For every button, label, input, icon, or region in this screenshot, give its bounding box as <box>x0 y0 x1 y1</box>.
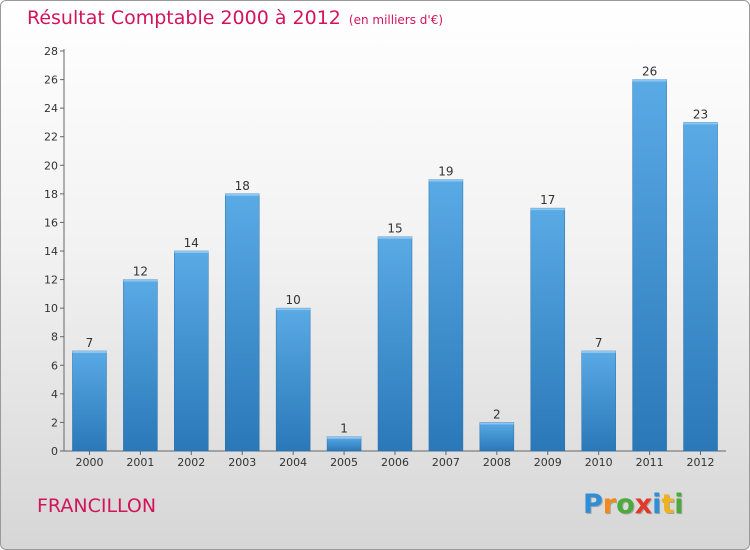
y-tick-label: 18 <box>44 188 58 201</box>
x-tick-label: 2003 <box>228 456 256 469</box>
bar-group: 7 <box>72 336 107 452</box>
logo-letter: i <box>674 489 684 520</box>
y-tick-label: 0 <box>51 445 58 458</box>
bar-highlight <box>428 179 463 182</box>
bar <box>530 207 566 452</box>
bar <box>479 422 515 452</box>
bar <box>683 122 718 452</box>
bar-highlight <box>378 236 412 239</box>
x-tick-label: 2012 <box>687 456 715 469</box>
logo-letter: P <box>583 489 603 520</box>
x-tick-label: 2004 <box>279 456 307 469</box>
logo-letter: r <box>602 489 617 520</box>
y-tick-label: 28 <box>44 45 58 58</box>
bar <box>224 193 260 452</box>
bar-value-label: 7 <box>595 336 603 350</box>
bar-highlight <box>276 308 311 311</box>
bar-group: 18 <box>224 179 260 452</box>
chart-title: Résultat Comptable 2000 à 2012 <box>27 7 341 29</box>
chart-bars: 7 12 14 18 10 1 15 19 2 17 7 26 23 <box>72 65 718 452</box>
bar-highlight <box>581 351 616 353</box>
y-tick-label: 12 <box>44 274 58 287</box>
bar-group: 17 <box>530 193 566 452</box>
bar <box>428 179 464 452</box>
place-name: FRANCILLON <box>37 495 157 517</box>
logo-letter: x <box>634 489 653 520</box>
y-tick-label: 24 <box>44 102 58 115</box>
x-tick-label: 2008 <box>483 456 511 469</box>
y-tick-label: 2 <box>51 416 58 429</box>
bar-value-label: 19 <box>438 165 453 179</box>
bar-highlight <box>632 79 667 82</box>
bar <box>326 436 362 452</box>
bar-highlight <box>479 422 514 425</box>
logo-letter: o <box>616 489 635 520</box>
y-tick-label: 22 <box>44 131 58 144</box>
bar-value-label: 1 <box>340 422 348 436</box>
bar-value-label: 15 <box>387 222 402 236</box>
bar <box>123 279 158 452</box>
bar <box>581 350 616 452</box>
bar-group: 19 <box>428 165 464 452</box>
bar-group: 1 <box>326 422 362 452</box>
y-tick-label: 4 <box>51 388 58 401</box>
y-tick-label: 16 <box>44 216 58 229</box>
y-tick-label: 14 <box>44 245 58 258</box>
bar-group: 23 <box>683 107 718 452</box>
bar-highlight <box>174 251 209 253</box>
bar-group: 26 <box>632 65 667 452</box>
y-tick-label: 10 <box>44 302 58 315</box>
bar-group: 15 <box>377 222 413 452</box>
x-tick-label: 2011 <box>636 456 664 469</box>
x-tick-label: 2005 <box>330 456 358 469</box>
bar-value-label: 23 <box>693 107 708 121</box>
bar-value-label: 10 <box>286 293 301 307</box>
bar-value-label: 12 <box>133 265 148 279</box>
x-tick-label: 2009 <box>534 456 562 469</box>
x-tick-label: 2002 <box>177 456 205 469</box>
bar-highlight <box>327 436 362 439</box>
bar <box>72 350 107 452</box>
bar-value-label: 7 <box>86 336 94 350</box>
y-tick-label: 6 <box>51 359 58 372</box>
y-tick-label: 8 <box>51 331 58 344</box>
bar-value-label: 2 <box>493 407 501 421</box>
x-tick-label: 2007 <box>432 456 460 469</box>
proxiti-logo: Proxiti <box>583 489 684 520</box>
x-tick-label: 2001 <box>126 456 154 469</box>
x-tick-label: 2006 <box>381 456 409 469</box>
bar-group: 14 <box>174 236 209 452</box>
bar-highlight <box>683 122 718 125</box>
bar-group: 10 <box>275 293 311 452</box>
bar-group: 7 <box>581 336 616 452</box>
bar-value-label: 14 <box>184 236 199 250</box>
bar <box>174 250 209 452</box>
logo-letter: t <box>661 489 675 520</box>
chart-title-block: Résultat Comptable 2000 à 2012 (en millie… <box>27 7 443 29</box>
bar <box>275 307 311 452</box>
bar-highlight <box>123 279 158 282</box>
bar-value-label: 18 <box>235 179 250 193</box>
bar <box>632 79 667 452</box>
bar-highlight <box>225 193 260 196</box>
y-tick-label: 26 <box>44 74 58 87</box>
bar-highlight <box>530 208 565 211</box>
bar <box>377 236 413 452</box>
x-tick-label: 2000 <box>75 456 103 469</box>
x-tick-label: 2010 <box>585 456 613 469</box>
bar-group: 12 <box>123 265 158 452</box>
logo-letter: i <box>652 489 662 520</box>
y-tick-label: 20 <box>44 159 58 172</box>
bar-highlight <box>72 351 107 353</box>
chart-subtitle: (en milliers d'€) <box>348 13 444 27</box>
bar-value-label: 26 <box>642 65 657 79</box>
bar-group: 2 <box>479 407 515 452</box>
bar-value-label: 17 <box>540 193 555 207</box>
